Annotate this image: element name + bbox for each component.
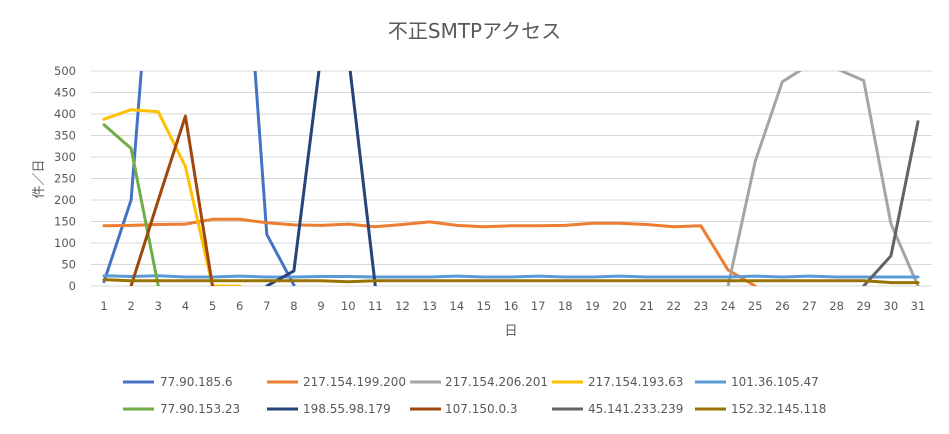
legend-label: 198.55.98.179 bbox=[303, 402, 391, 416]
series-line-2 bbox=[102, 217, 757, 286]
x-tick-label: 13 bbox=[422, 299, 437, 313]
legend: 77.90.185.6 217.154.199.200 217.154.206.20… bbox=[123, 375, 826, 416]
x-tick-label: 4 bbox=[182, 299, 189, 313]
y-tick-label: 50 bbox=[61, 258, 76, 272]
series-line-10 bbox=[102, 278, 920, 285]
series-line-3 bbox=[726, 71, 920, 286]
x-tick-label: 14 bbox=[449, 299, 464, 313]
series-line-1 bbox=[102, 71, 296, 286]
x-tick-label: 15 bbox=[477, 299, 492, 313]
x-tick-label: 26 bbox=[775, 299, 790, 313]
y-tick-label: 150 bbox=[54, 215, 76, 229]
x-tick-label: 10 bbox=[341, 299, 356, 313]
legend-item: 45.141.233.239 bbox=[552, 402, 683, 416]
series-line-9 bbox=[862, 120, 920, 286]
x-tick-label: 3 bbox=[155, 299, 162, 313]
y-tick-label: 450 bbox=[54, 86, 76, 100]
legend-item: 217.154.193.63 bbox=[552, 375, 683, 389]
x-tick-label: 6 bbox=[236, 299, 243, 313]
legend-label: 152.32.145.118 bbox=[731, 402, 826, 416]
x-tick-label: 1 bbox=[100, 299, 107, 313]
series-line-8 bbox=[129, 114, 214, 286]
x-tick-label: 29 bbox=[856, 299, 871, 313]
legend-label: 45.141.233.239 bbox=[588, 402, 683, 416]
x-tick-label: 2 bbox=[127, 299, 134, 313]
series-lines bbox=[102, 71, 920, 286]
x-tick-label: 23 bbox=[694, 299, 709, 313]
chart-title: 不正SMTPアクセス bbox=[388, 19, 561, 43]
y-tick-label: 500 bbox=[54, 64, 76, 78]
y-axis-ticks: 0 50 100 150 200 250 300 350 400 450 500 bbox=[54, 64, 76, 293]
legend-item: 101.36.105.47 bbox=[695, 375, 819, 389]
x-tick-label: 5 bbox=[209, 299, 216, 313]
x-tick-label: 27 bbox=[802, 299, 817, 313]
x-tick-label: 16 bbox=[504, 299, 519, 313]
y-axis-label: 件／日 bbox=[32, 159, 47, 198]
x-tick-label: 19 bbox=[585, 299, 600, 313]
y-tick-label: 350 bbox=[54, 129, 76, 143]
legend-label: 77.90.153.23 bbox=[160, 402, 240, 416]
y-tick-label: 300 bbox=[54, 150, 76, 164]
y-tick-label: 100 bbox=[54, 236, 76, 250]
x-tick-label: 17 bbox=[531, 299, 546, 313]
legend-item: 217.154.199.200 bbox=[267, 375, 406, 389]
x-axis-label: 日 bbox=[504, 324, 517, 339]
x-tick-label: 12 bbox=[395, 299, 410, 313]
legend-label: 101.36.105.47 bbox=[731, 375, 819, 389]
series-line-4 bbox=[102, 108, 242, 286]
legend-item: 77.90.185.6 bbox=[123, 375, 233, 389]
series-line-5 bbox=[102, 274, 920, 279]
x-tick-label: 11 bbox=[368, 299, 383, 313]
y-tick-label: 400 bbox=[54, 107, 76, 121]
y-tick-label: 0 bbox=[69, 279, 76, 293]
gridlines bbox=[91, 70, 932, 287]
legend-label: 217.154.206.201 bbox=[445, 375, 548, 389]
x-tick-label: 7 bbox=[263, 299, 270, 313]
x-tick-label: 24 bbox=[721, 299, 736, 313]
x-tick-label: 22 bbox=[666, 299, 681, 313]
legend-label: 217.154.193.63 bbox=[588, 375, 683, 389]
legend-label: 107.150.0.3 bbox=[445, 402, 518, 416]
legend-item: 198.55.98.179 bbox=[267, 402, 391, 416]
x-tick-label: 9 bbox=[317, 299, 324, 313]
y-tick-label: 200 bbox=[54, 193, 76, 207]
x-tick-label: 20 bbox=[612, 299, 627, 313]
legend-label: 217.154.199.200 bbox=[303, 375, 406, 389]
series-line-7 bbox=[265, 71, 377, 286]
y-tick-label: 250 bbox=[54, 172, 76, 186]
series-line-6 bbox=[102, 123, 160, 286]
x-tick-label: 8 bbox=[290, 299, 297, 313]
legend-label: 77.90.185.6 bbox=[160, 375, 233, 389]
x-tick-label: 31 bbox=[911, 299, 926, 313]
x-axis-ticks: 1 2 3 4 5 6 7 8 9 10 11 12 13 14 15 16 17 18 19 20 21 22 23 24 2… bbox=[100, 299, 925, 313]
legend-item: 107.150.0.3 bbox=[410, 402, 518, 416]
x-tick-label: 30 bbox=[884, 299, 899, 313]
x-tick-label: 18 bbox=[558, 299, 573, 313]
x-tick-label: 28 bbox=[829, 299, 844, 313]
x-tick-label: 25 bbox=[748, 299, 763, 313]
legend-item: 152.32.145.118 bbox=[695, 402, 826, 416]
x-tick-label: 21 bbox=[639, 299, 654, 313]
legend-item: 217.154.206.201 bbox=[410, 375, 548, 389]
legend-item: 77.90.153.23 bbox=[123, 402, 240, 416]
